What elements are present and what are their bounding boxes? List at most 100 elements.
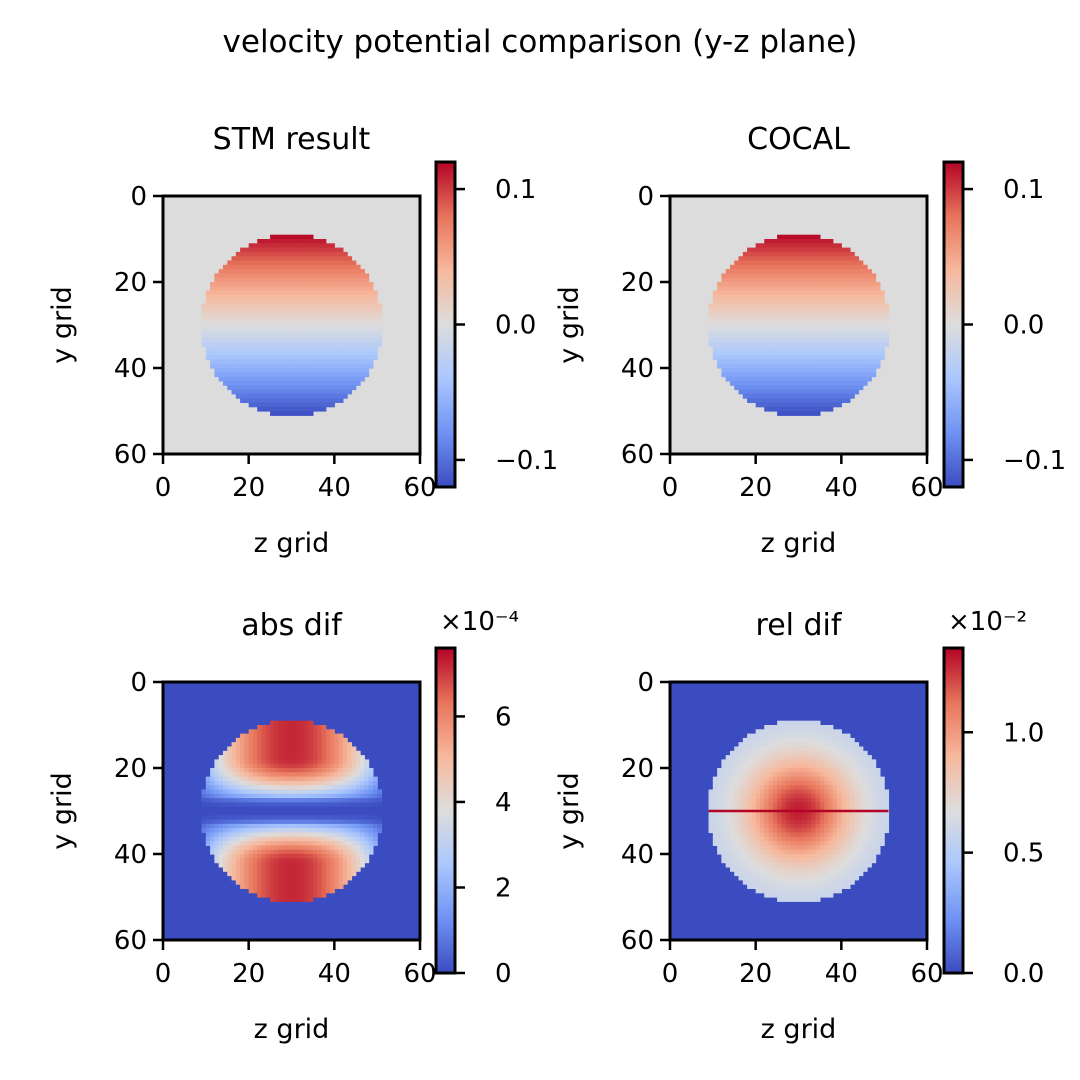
heatmap-cell bbox=[798, 780, 804, 786]
heatmap-cell bbox=[214, 858, 220, 864]
heatmap-cell bbox=[798, 763, 804, 769]
heatmap-cell bbox=[278, 884, 284, 889]
heatmap-cell bbox=[227, 350, 233, 356]
heatmap-cell bbox=[751, 333, 757, 339]
heatmap-cell bbox=[270, 845, 275, 851]
heatmap-cell bbox=[252, 359, 258, 365]
heatmap-cell bbox=[785, 247, 791, 253]
heatmap-cell bbox=[884, 312, 890, 317]
heatmap-cell bbox=[222, 363, 228, 369]
heatmap-cell bbox=[244, 256, 250, 262]
heatmap-cell bbox=[368, 350, 374, 356]
heatmap-cell bbox=[811, 725, 817, 730]
heatmap-cell bbox=[879, 316, 885, 322]
heatmap-cell bbox=[815, 325, 821, 330]
heatmap-cell bbox=[248, 819, 254, 825]
heatmap-cell bbox=[325, 333, 331, 339]
heatmap-cell bbox=[210, 780, 215, 786]
heatmap-cell bbox=[278, 806, 284, 812]
heatmap-cell bbox=[321, 729, 327, 735]
heatmap-cell bbox=[261, 802, 267, 808]
heatmap-cell bbox=[304, 828, 310, 834]
heatmap-cell bbox=[884, 325, 890, 330]
heatmap-cell bbox=[781, 368, 787, 373]
heatmap-cell bbox=[252, 282, 258, 287]
heatmap-cell bbox=[338, 875, 344, 881]
heatmap-cell bbox=[257, 755, 263, 760]
heatmap-cell bbox=[849, 376, 855, 382]
heatmap-cell bbox=[287, 802, 293, 808]
heatmap-cell bbox=[252, 888, 258, 894]
heatmap-cell bbox=[360, 277, 365, 283]
heatmap-cell bbox=[240, 845, 245, 851]
heatmap-cell bbox=[364, 798, 370, 803]
heatmap-cell bbox=[751, 372, 757, 378]
heatmap-cell bbox=[270, 763, 275, 769]
heatmap-cell bbox=[270, 862, 275, 868]
heatmap-cell bbox=[291, 329, 297, 335]
heatmap-cell bbox=[205, 823, 211, 829]
heatmap-cell bbox=[811, 746, 817, 752]
heatmap-cell bbox=[347, 359, 353, 365]
heatmap-cell bbox=[807, 768, 812, 773]
heatmap-cell bbox=[270, 316, 275, 322]
heatmap-cell bbox=[248, 750, 254, 756]
heatmap-cell bbox=[875, 325, 881, 330]
heatmap-cell bbox=[360, 854, 365, 859]
heatmap-cell bbox=[304, 355, 310, 360]
heatmap-cell bbox=[759, 346, 765, 352]
heatmap-cell bbox=[308, 815, 314, 821]
heatmap-cell bbox=[751, 303, 757, 309]
heatmap-cell bbox=[257, 346, 263, 352]
heatmap-cell bbox=[330, 256, 335, 262]
heatmap-cell bbox=[278, 892, 284, 898]
heatmap-cell bbox=[244, 385, 250, 391]
heatmap-cell bbox=[252, 871, 258, 877]
heatmap-cell bbox=[321, 346, 327, 352]
heatmap-cell bbox=[338, 742, 344, 748]
heatmap-cell bbox=[854, 277, 860, 283]
heatmap-cell bbox=[785, 750, 791, 756]
heatmap-cell bbox=[295, 802, 301, 808]
heatmap-cell bbox=[222, 269, 228, 274]
heatmap-cell bbox=[235, 303, 241, 309]
heatmap-cell bbox=[291, 234, 297, 240]
heatmap-cell bbox=[257, 737, 263, 743]
heatmap-cell bbox=[291, 733, 297, 739]
heatmap-cell bbox=[854, 325, 860, 330]
heatmap-cell bbox=[837, 368, 842, 373]
heatmap-cell bbox=[777, 380, 782, 386]
heatmap-cell bbox=[708, 325, 714, 330]
heatmap-cell bbox=[342, 849, 348, 855]
heatmap-cell bbox=[321, 303, 327, 309]
heatmap-cell bbox=[811, 273, 817, 279]
heatmap-cell bbox=[312, 879, 318, 885]
heatmap-cell bbox=[867, 329, 872, 335]
heatmap-cell bbox=[794, 260, 800, 266]
heatmap-cell bbox=[261, 389, 267, 395]
heatmap-cell bbox=[755, 337, 761, 343]
heatmap-cell bbox=[712, 342, 718, 348]
heatmap-cell bbox=[218, 376, 224, 382]
heatmap-cell bbox=[738, 350, 744, 356]
heatmap-cell bbox=[828, 725, 834, 730]
heatmap-cell bbox=[729, 789, 735, 795]
heatmap-cell bbox=[368, 333, 374, 339]
heatmap-cell bbox=[282, 763, 288, 769]
heatmap-cell bbox=[282, 380, 288, 386]
heatmap-cell bbox=[867, 269, 872, 274]
heatmap-cell bbox=[235, 849, 241, 855]
heatmap-cell bbox=[837, 737, 842, 743]
heatmap-cell bbox=[768, 243, 774, 249]
heatmap-cell bbox=[330, 858, 335, 864]
heatmap-cell bbox=[867, 286, 872, 292]
heatmap-cell bbox=[222, 286, 228, 292]
heatmap-cell bbox=[252, 247, 258, 253]
heatmap-cell bbox=[824, 759, 830, 765]
heatmap-cell bbox=[764, 251, 770, 257]
heatmap-cell bbox=[210, 290, 215, 296]
heatmap-cell bbox=[274, 411, 280, 416]
heatmap-cell bbox=[807, 337, 812, 343]
heatmap-cell bbox=[815, 234, 821, 240]
heatmap-cell bbox=[351, 793, 357, 799]
